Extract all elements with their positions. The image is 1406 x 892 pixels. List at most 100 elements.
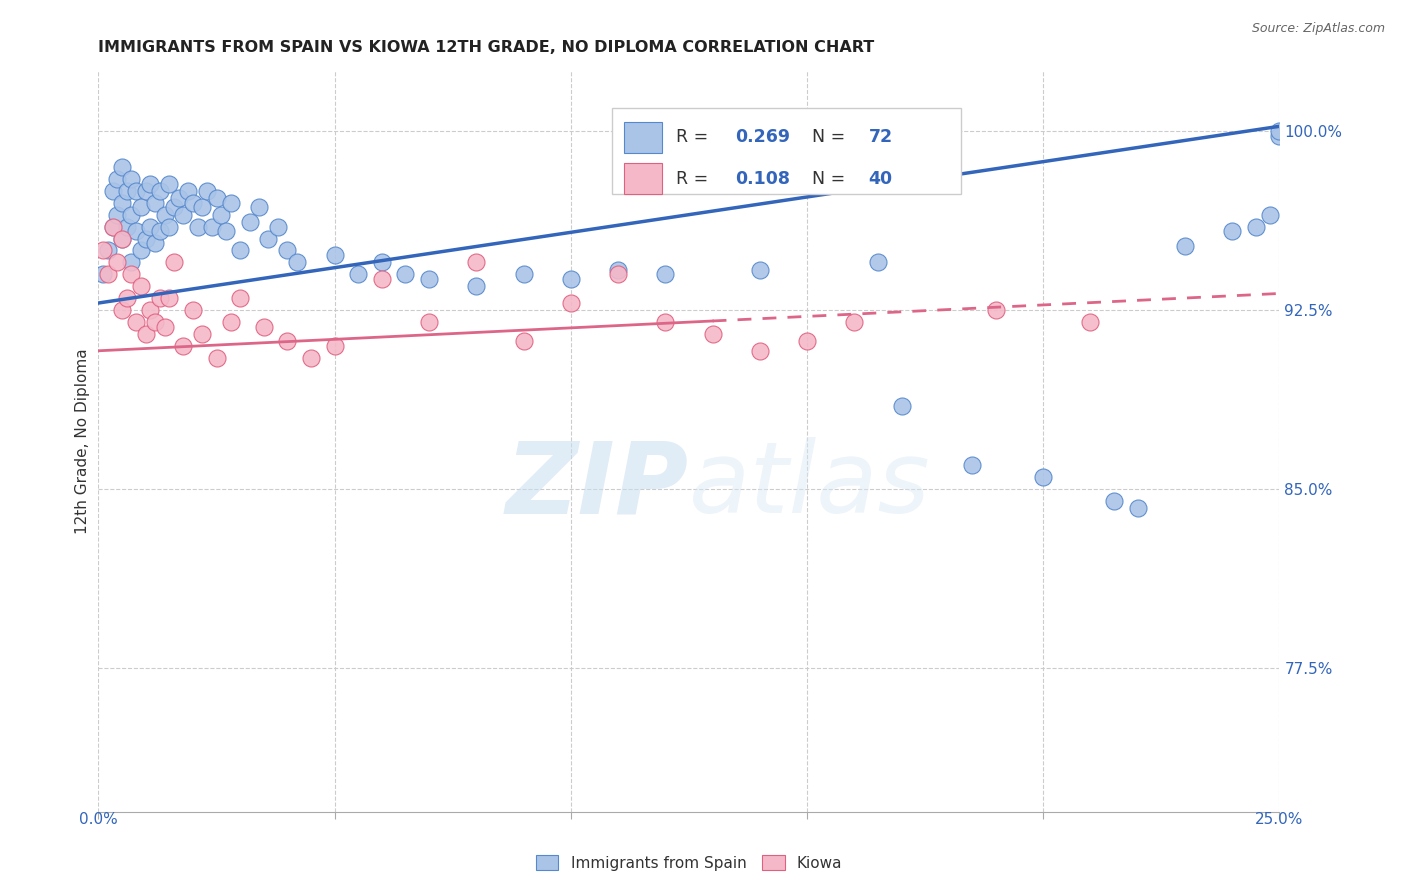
- Point: [115, 219, 138, 234]
- Point: [111, 160, 134, 174]
- Point: [267, 219, 290, 234]
- Point: [143, 195, 166, 210]
- Text: 72: 72: [869, 128, 893, 146]
- Point: [111, 231, 134, 245]
- Point: [347, 268, 370, 282]
- Point: [139, 303, 162, 318]
- Point: [181, 303, 204, 318]
- Point: [129, 201, 152, 215]
- Point: [143, 315, 166, 329]
- Point: [121, 268, 143, 282]
- Text: N =: N =: [811, 169, 851, 187]
- Point: [560, 272, 582, 286]
- Point: [135, 184, 157, 198]
- Point: [219, 195, 242, 210]
- Point: [187, 219, 209, 234]
- Point: [143, 236, 166, 251]
- Text: 25.0%: 25.0%: [1256, 812, 1303, 827]
- Point: [111, 231, 134, 245]
- Point: [229, 291, 252, 305]
- Point: [394, 268, 416, 282]
- Point: [97, 244, 120, 258]
- Text: Source: ZipAtlas.com: Source: ZipAtlas.com: [1251, 22, 1385, 36]
- Point: [1080, 315, 1102, 329]
- Point: [115, 291, 138, 305]
- Point: [139, 219, 162, 234]
- Point: [111, 303, 134, 318]
- Point: [748, 343, 770, 358]
- Point: [125, 224, 148, 238]
- Point: [1032, 470, 1054, 484]
- Point: [1174, 238, 1197, 252]
- Point: [890, 399, 912, 413]
- Point: [205, 351, 228, 365]
- Point: [157, 177, 180, 191]
- Text: ZIP: ZIP: [506, 437, 689, 534]
- Point: [129, 279, 152, 293]
- Point: [323, 339, 346, 353]
- Point: [105, 255, 128, 269]
- Point: [111, 195, 134, 210]
- Point: [654, 315, 676, 329]
- Point: [209, 208, 232, 222]
- Point: [135, 231, 157, 245]
- Bar: [624, 121, 662, 153]
- Point: [135, 327, 157, 342]
- Point: [91, 244, 114, 258]
- Point: [1268, 128, 1291, 143]
- Point: [418, 272, 440, 286]
- Point: [149, 291, 172, 305]
- Point: [101, 219, 124, 234]
- Point: [163, 201, 186, 215]
- Point: [1126, 501, 1149, 516]
- Point: [866, 255, 889, 269]
- Text: 0.0%: 0.0%: [79, 812, 118, 827]
- Point: [91, 268, 114, 282]
- Point: [654, 268, 676, 282]
- Text: 0.269: 0.269: [735, 128, 790, 146]
- Point: [844, 315, 866, 329]
- Point: [276, 334, 298, 349]
- Point: [323, 248, 346, 262]
- Point: [512, 268, 534, 282]
- Point: [121, 171, 143, 186]
- Point: [139, 177, 162, 191]
- Point: [167, 191, 190, 205]
- Text: IMMIGRANTS FROM SPAIN VS KIOWA 12TH GRADE, NO DIPLOMA CORRELATION CHART: IMMIGRANTS FROM SPAIN VS KIOWA 12TH GRAD…: [98, 40, 875, 55]
- Point: [285, 255, 308, 269]
- FancyBboxPatch shape: [612, 109, 960, 194]
- Point: [105, 171, 128, 186]
- Point: [465, 279, 488, 293]
- Point: [191, 201, 214, 215]
- Text: atlas: atlas: [689, 437, 931, 534]
- Point: [215, 224, 238, 238]
- Point: [181, 195, 204, 210]
- Point: [121, 255, 143, 269]
- Text: R =: R =: [676, 128, 714, 146]
- Text: N =: N =: [811, 128, 851, 146]
- Point: [97, 268, 120, 282]
- Point: [418, 315, 440, 329]
- Point: [172, 208, 194, 222]
- Point: [607, 268, 630, 282]
- Point: [702, 327, 724, 342]
- Y-axis label: 12th Grade, No Diploma: 12th Grade, No Diploma: [75, 349, 90, 534]
- Point: [1244, 219, 1267, 234]
- Point: [157, 291, 180, 305]
- Point: [796, 334, 818, 349]
- Point: [149, 224, 172, 238]
- Point: [205, 191, 228, 205]
- Point: [121, 208, 143, 222]
- Point: [201, 219, 224, 234]
- Point: [195, 184, 218, 198]
- Point: [512, 334, 534, 349]
- Point: [1258, 208, 1281, 222]
- Text: 0.108: 0.108: [735, 169, 790, 187]
- Point: [153, 208, 176, 222]
- Point: [229, 244, 252, 258]
- Point: [371, 255, 394, 269]
- Point: [1268, 124, 1291, 138]
- Point: [191, 327, 214, 342]
- Point: [607, 262, 630, 277]
- Point: [257, 231, 280, 245]
